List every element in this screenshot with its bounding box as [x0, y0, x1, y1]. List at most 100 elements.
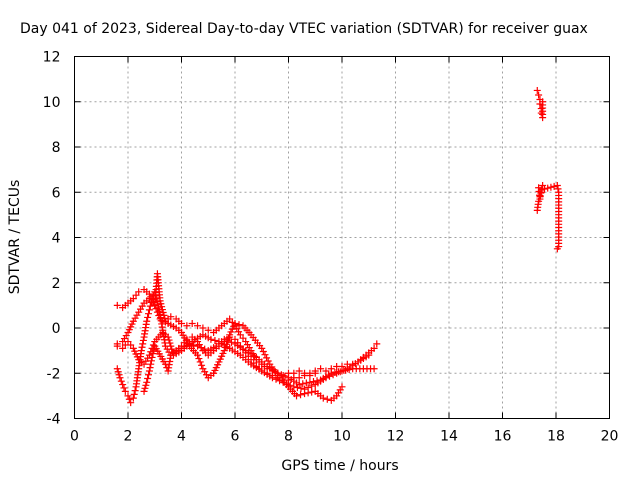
data-point	[198, 361, 206, 369]
axis-ticks	[74, 56, 610, 419]
data-point	[539, 98, 547, 106]
y-tick-label: 6	[52, 185, 61, 201]
x-tick-label: 6	[231, 429, 240, 445]
data-point	[117, 377, 125, 385]
data-point	[167, 342, 175, 350]
data-point	[147, 357, 155, 365]
data-point	[152, 294, 160, 302]
data-point	[194, 351, 202, 359]
data-point	[197, 344, 205, 352]
data-point	[144, 313, 152, 321]
data-point	[204, 326, 212, 334]
data-point	[145, 306, 153, 314]
data-point	[183, 322, 191, 330]
data-point	[124, 392, 132, 400]
data-point	[130, 390, 138, 398]
data-point	[539, 181, 547, 189]
y-tick-label: 10	[43, 95, 61, 111]
data-point	[141, 384, 149, 392]
data-point	[308, 382, 316, 390]
data-point	[148, 353, 156, 361]
data-point	[164, 333, 172, 341]
y-axis-label: SDTVAR / TECUs	[7, 180, 23, 295]
data-point	[149, 350, 157, 358]
data-point	[146, 302, 154, 310]
data-point	[299, 380, 307, 388]
y-tick-label: 2	[52, 276, 61, 292]
data-point	[113, 342, 121, 350]
data-point	[370, 344, 378, 352]
data-point	[121, 387, 129, 395]
data-point	[304, 384, 312, 392]
data-point	[201, 345, 209, 353]
data-point	[258, 344, 266, 352]
data-point	[152, 305, 160, 313]
grid-lines	[74, 56, 610, 419]
data-point	[272, 375, 280, 383]
data-point	[131, 387, 139, 395]
y-tick-label: 12	[43, 50, 61, 66]
data-point	[276, 377, 284, 385]
data-point	[268, 374, 276, 382]
data-point	[129, 394, 137, 402]
data-point	[125, 395, 133, 403]
data-point	[554, 185, 562, 193]
data-point	[165, 336, 173, 344]
data-point	[537, 186, 545, 194]
data-point	[155, 312, 163, 320]
data-point	[190, 341, 198, 349]
data-point	[115, 371, 123, 379]
data-point	[154, 301, 162, 309]
data-point	[306, 372, 314, 380]
data-point	[166, 339, 174, 347]
data-point	[211, 336, 219, 344]
data-point	[114, 368, 122, 376]
data-point	[153, 308, 161, 316]
data-point	[553, 245, 561, 253]
data-point	[146, 364, 154, 372]
data-point	[317, 365, 325, 373]
data-point	[227, 338, 235, 346]
x-tick-label: 18	[547, 429, 565, 445]
data-point	[370, 365, 378, 373]
data-point	[194, 342, 202, 350]
data-point	[283, 380, 291, 388]
data-point	[145, 310, 153, 318]
data-point	[142, 381, 150, 389]
data-point	[143, 317, 151, 325]
data-point	[188, 319, 196, 327]
chart-title: Day 041 of 2023, Sidereal Day-to-day VTE…	[20, 21, 588, 37]
data-point	[231, 319, 239, 327]
y-tick-label: 4	[52, 231, 61, 247]
data-point	[119, 381, 127, 389]
data-point	[151, 288, 159, 296]
data-point	[261, 351, 269, 359]
data-point	[333, 369, 341, 377]
x-tick-label: 0	[70, 429, 79, 445]
data-point	[297, 384, 305, 392]
data-point	[127, 399, 135, 407]
data-point	[195, 355, 203, 363]
data-point	[235, 321, 243, 329]
series-track-a	[113, 270, 381, 380]
x-axis-label: GPS time / hours	[281, 458, 398, 474]
data-point	[293, 392, 301, 400]
data-point	[281, 372, 289, 380]
data-point	[311, 369, 319, 377]
data-point	[207, 335, 215, 343]
x-tick-label: 20	[601, 429, 619, 445]
x-tick-label: 14	[440, 429, 458, 445]
x-tick-label: 12	[387, 429, 405, 445]
data-point	[138, 343, 146, 351]
data-point	[306, 378, 314, 386]
data-point	[116, 374, 124, 382]
data-point	[295, 374, 303, 382]
data-point	[139, 336, 147, 344]
data-point	[168, 345, 176, 353]
data-point	[167, 313, 175, 321]
y-tick-label: 0	[52, 321, 61, 337]
data-point	[535, 91, 543, 99]
data-point	[319, 394, 327, 402]
data-point	[286, 381, 294, 389]
